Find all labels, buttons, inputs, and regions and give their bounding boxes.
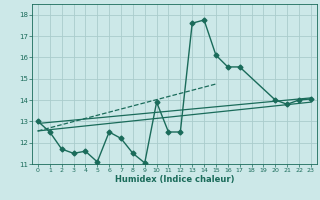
X-axis label: Humidex (Indice chaleur): Humidex (Indice chaleur) bbox=[115, 175, 234, 184]
